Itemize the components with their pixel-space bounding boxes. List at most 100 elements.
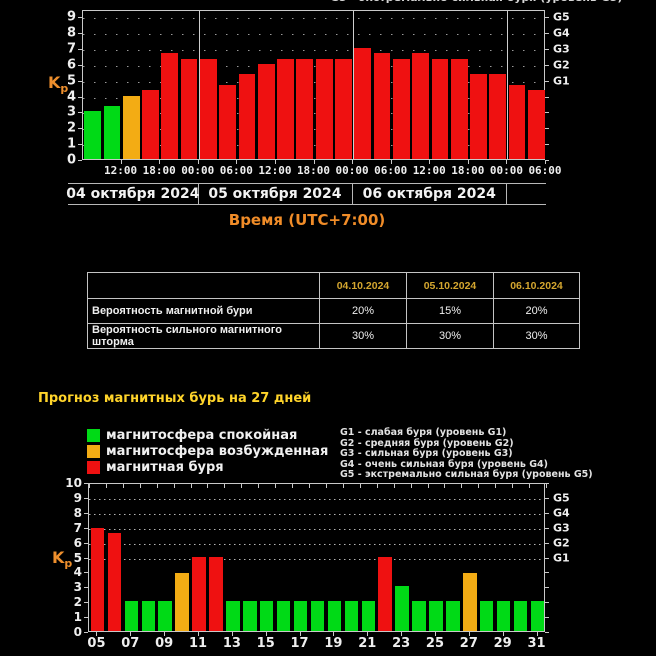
kp-bar: [373, 53, 391, 159]
y-tick-label-3: 3: [66, 104, 76, 120]
right-tick: [545, 144, 549, 146]
top-tick: [393, 484, 395, 488]
kp-bar: [200, 58, 217, 159]
legend-item-quiet: магнитосфера спокойная: [87, 428, 337, 443]
gridline-3: [83, 113, 544, 115]
x-tick: [159, 160, 161, 164]
x-tick-label: 00:00: [181, 164, 215, 177]
day-separator-0: [198, 11, 200, 159]
top-tick: [444, 484, 446, 488]
top-tick: [292, 484, 294, 488]
kp-bar: [489, 74, 507, 159]
right-tick: [545, 128, 549, 130]
g-level-label-G1: G1: [553, 74, 570, 88]
y-tick: [78, 17, 82, 19]
x-tick: [429, 160, 431, 164]
x-day-label: 25: [425, 636, 445, 651]
y-tick-label-9: 9: [66, 9, 76, 25]
kp-bar: [219, 84, 237, 159]
y-tick: [84, 587, 88, 589]
y-tick-label-5: 5: [66, 73, 76, 89]
legend-label: магнитосфера спокойная: [106, 428, 298, 443]
y-tick-label-3: 3: [73, 580, 82, 595]
date-label: 06 октября 2024: [362, 186, 496, 202]
x-day-label: 17: [290, 636, 309, 651]
x-day-label: 23: [392, 636, 411, 651]
kp-bar: [238, 74, 256, 159]
gridline-4: [83, 97, 544, 99]
y-tick: [78, 112, 82, 114]
x-tick-label: 06:00: [219, 164, 253, 177]
x-tick: [120, 160, 122, 164]
gridline-7: [83, 49, 544, 51]
kp-bar: [527, 90, 545, 159]
right-tick: [545, 542, 549, 544]
date-band-top-line: [68, 183, 546, 184]
right-tick: [545, 572, 549, 574]
y-tick: [84, 602, 88, 604]
g-level-label-G5: G5: [553, 491, 570, 505]
y-tick-label-1: 1: [73, 610, 82, 625]
top-tick: [156, 484, 158, 488]
top-tick: [241, 484, 243, 488]
top-tick: [224, 484, 226, 488]
x-tick-label: 00:00: [335, 164, 369, 177]
x-tick: [236, 160, 238, 164]
top-tick: [342, 484, 344, 488]
top-tick: [512, 484, 514, 488]
date-band-bottom-line: [68, 204, 546, 205]
kp-bar: [226, 601, 240, 631]
kp-bar: [142, 90, 159, 159]
right-tick: [545, 587, 549, 589]
x-tick: [390, 160, 392, 164]
y-tick-label-0: 0: [66, 152, 76, 168]
x-tick-label: 18:00: [451, 164, 485, 177]
table-row: Вероятность магнитной бури 20% 15% 20%: [87, 298, 580, 324]
x-tick: [467, 160, 469, 164]
y-tick: [78, 48, 82, 50]
g-legend-line: G2 - средняя буря (уровень G2): [340, 437, 514, 449]
kp-bar: [412, 53, 429, 159]
kp-bar: [354, 47, 372, 159]
gridline-8: [89, 513, 544, 515]
right-tick: [545, 483, 549, 484]
gridline-1: [83, 145, 544, 147]
y-tick: [84, 542, 88, 544]
y-tick-label-5: 5: [73, 550, 82, 565]
g-legend-line: G3 - сильная буря (уровень G3): [340, 448, 513, 460]
gridline-9: [89, 498, 544, 500]
gridline-8: [83, 34, 544, 36]
top-tick: [207, 484, 209, 488]
x-tick-label: 06:00: [528, 164, 562, 177]
g-legend-line: G1 - слабая буря (уровень G1): [340, 427, 507, 438]
table-row: Вероятность сильного магнитного шторма 30…: [87, 323, 580, 349]
x-tick: [545, 160, 546, 164]
top-tick: [139, 484, 141, 488]
y-tick: [84, 527, 88, 529]
right-tick: [545, 512, 549, 514]
x-day-label: 11: [188, 636, 208, 651]
legend-label: магнитная буря: [106, 460, 224, 475]
top-tick: [495, 484, 497, 488]
y-tick: [78, 160, 82, 161]
kp-bar: [344, 601, 359, 631]
kp-bar: [310, 601, 325, 631]
x-tick: [274, 160, 276, 164]
right-tick: [545, 33, 549, 35]
legend-label: магнитосфера возбужденная: [106, 444, 329, 459]
x-tick: [164, 632, 166, 636]
gridline-5: [89, 558, 544, 560]
y-tick-label-6: 6: [73, 535, 82, 550]
gridline-6: [83, 65, 544, 67]
kp-bar: [243, 601, 257, 631]
kp-bar: [180, 58, 198, 159]
x-tick-label: 12:00: [104, 164, 138, 177]
kp-bar: [446, 601, 460, 631]
x-day-label: 29: [493, 636, 512, 651]
top-tick: [546, 484, 547, 488]
g-level-label-G1: G1: [553, 551, 570, 564]
x-day-label: 05: [87, 636, 106, 651]
x-tick-label: 12:00: [412, 164, 446, 177]
x-day-label: 21: [358, 636, 377, 651]
